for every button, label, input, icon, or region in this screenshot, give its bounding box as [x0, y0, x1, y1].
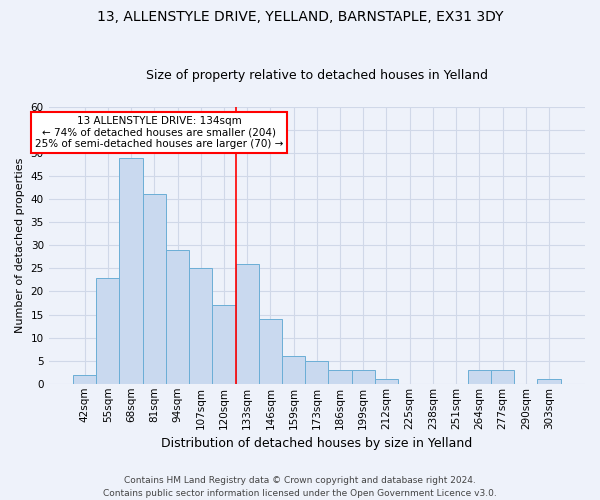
Bar — [352, 370, 375, 384]
Bar — [119, 158, 143, 384]
Bar — [96, 278, 119, 384]
Text: 13, ALLENSTYLE DRIVE, YELLAND, BARNSTAPLE, EX31 3DY: 13, ALLENSTYLE DRIVE, YELLAND, BARNSTAPL… — [97, 10, 503, 24]
Bar — [375, 379, 398, 384]
Bar — [236, 264, 259, 384]
Bar — [259, 319, 282, 384]
X-axis label: Distribution of detached houses by size in Yelland: Distribution of detached houses by size … — [161, 437, 472, 450]
Bar — [212, 306, 236, 384]
Bar — [491, 370, 514, 384]
Y-axis label: Number of detached properties: Number of detached properties — [15, 158, 25, 333]
Text: 13 ALLENSTYLE DRIVE: 134sqm
← 74% of detached houses are smaller (204)
25% of se: 13 ALLENSTYLE DRIVE: 134sqm ← 74% of det… — [35, 116, 283, 149]
Bar — [282, 356, 305, 384]
Bar — [305, 360, 328, 384]
Bar — [538, 379, 560, 384]
Bar — [328, 370, 352, 384]
Bar — [189, 268, 212, 384]
Bar — [73, 374, 96, 384]
Title: Size of property relative to detached houses in Yelland: Size of property relative to detached ho… — [146, 69, 488, 82]
Bar — [143, 194, 166, 384]
Bar — [468, 370, 491, 384]
Bar — [166, 250, 189, 384]
Text: Contains HM Land Registry data © Crown copyright and database right 2024.
Contai: Contains HM Land Registry data © Crown c… — [103, 476, 497, 498]
